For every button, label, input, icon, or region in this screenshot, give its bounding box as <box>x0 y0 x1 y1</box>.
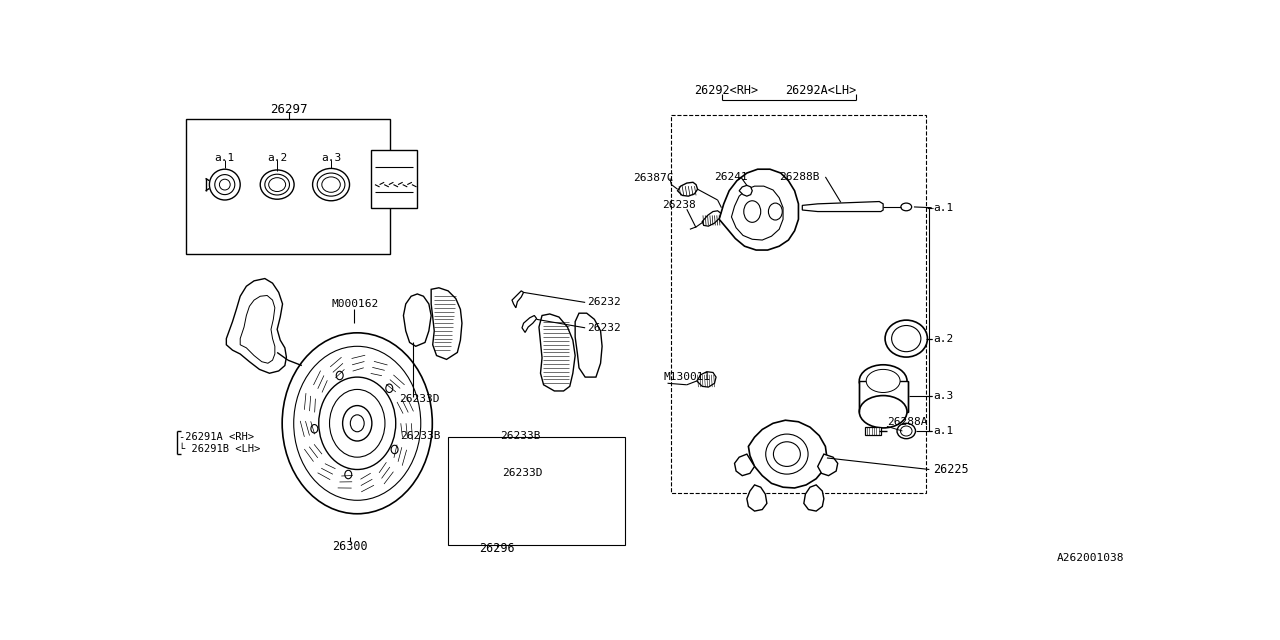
Ellipse shape <box>900 426 913 436</box>
Text: 26232: 26232 <box>586 323 621 333</box>
Ellipse shape <box>312 168 349 201</box>
Ellipse shape <box>859 365 908 397</box>
Polygon shape <box>696 372 716 387</box>
Text: a.1: a.1 <box>933 426 954 436</box>
Text: M130011: M130011 <box>664 372 710 382</box>
Polygon shape <box>512 291 524 308</box>
Polygon shape <box>818 454 837 476</box>
Text: 26297: 26297 <box>270 102 307 116</box>
Text: 26233D: 26233D <box>399 394 439 404</box>
Text: 26241: 26241 <box>714 172 748 182</box>
Text: M000162: M000162 <box>332 299 379 309</box>
Polygon shape <box>746 485 767 511</box>
Polygon shape <box>803 202 883 212</box>
Bar <box>448 437 625 545</box>
Polygon shape <box>403 294 431 346</box>
Text: 26225: 26225 <box>933 463 969 476</box>
Ellipse shape <box>319 377 396 470</box>
Circle shape <box>210 169 241 200</box>
Ellipse shape <box>385 384 393 392</box>
Text: 26233B: 26233B <box>500 431 541 440</box>
Text: 26233B: 26233B <box>401 431 440 440</box>
Polygon shape <box>241 296 275 364</box>
Text: a.1: a.1 <box>215 153 236 163</box>
Circle shape <box>219 179 230 190</box>
Ellipse shape <box>897 423 915 438</box>
Text: 26292<RH>: 26292<RH> <box>695 84 759 97</box>
Text: └ 26291B <LH>: └ 26291B <LH> <box>179 444 260 454</box>
Ellipse shape <box>392 445 398 454</box>
Bar <box>302 362 308 368</box>
Polygon shape <box>749 420 827 488</box>
Ellipse shape <box>773 442 800 467</box>
Polygon shape <box>731 186 783 240</box>
Ellipse shape <box>744 201 760 222</box>
Ellipse shape <box>321 177 340 192</box>
Text: -26291A <RH>: -26291A <RH> <box>179 432 253 442</box>
Polygon shape <box>703 211 721 226</box>
Text: 26232: 26232 <box>586 298 621 307</box>
Text: 26288A: 26288A <box>887 417 928 427</box>
Polygon shape <box>431 288 462 360</box>
Text: 26233D: 26233D <box>502 468 543 477</box>
Text: A262001038: A262001038 <box>1057 553 1124 563</box>
Ellipse shape <box>329 389 385 457</box>
Ellipse shape <box>859 396 908 428</box>
Polygon shape <box>804 485 824 511</box>
Ellipse shape <box>344 470 352 479</box>
Text: 26288B: 26288B <box>780 172 819 182</box>
Polygon shape <box>735 454 755 476</box>
Bar <box>187 119 390 254</box>
Ellipse shape <box>269 178 285 191</box>
Text: a.1: a.1 <box>933 203 954 212</box>
Polygon shape <box>575 313 602 377</box>
Ellipse shape <box>867 369 900 392</box>
Ellipse shape <box>311 424 317 433</box>
Polygon shape <box>522 316 536 332</box>
Ellipse shape <box>293 346 421 500</box>
Text: 26387C: 26387C <box>632 173 673 184</box>
Ellipse shape <box>337 371 343 380</box>
Circle shape <box>215 175 234 195</box>
Polygon shape <box>739 186 753 196</box>
Bar <box>371 150 417 208</box>
Text: 26292A<LH>: 26292A<LH> <box>786 84 856 97</box>
Ellipse shape <box>892 326 920 352</box>
Polygon shape <box>865 427 881 435</box>
Polygon shape <box>539 314 575 391</box>
Ellipse shape <box>343 406 372 441</box>
Text: a.2: a.2 <box>933 333 954 344</box>
Ellipse shape <box>884 320 928 357</box>
Text: a.2: a.2 <box>268 153 287 163</box>
Polygon shape <box>227 278 287 373</box>
Ellipse shape <box>260 170 294 199</box>
Ellipse shape <box>768 203 782 220</box>
Bar <box>859 381 908 412</box>
Ellipse shape <box>265 174 289 195</box>
Ellipse shape <box>765 434 808 474</box>
Polygon shape <box>677 182 698 196</box>
Text: a.3: a.3 <box>321 153 342 163</box>
Ellipse shape <box>351 415 365 432</box>
Text: a.3: a.3 <box>933 391 954 401</box>
Text: 26300: 26300 <box>332 540 367 553</box>
Bar <box>672 115 925 493</box>
Ellipse shape <box>317 173 344 196</box>
Ellipse shape <box>282 333 433 514</box>
Polygon shape <box>719 169 799 250</box>
Text: 26296: 26296 <box>479 542 515 556</box>
Ellipse shape <box>901 203 911 211</box>
Text: 26238: 26238 <box>662 200 696 210</box>
